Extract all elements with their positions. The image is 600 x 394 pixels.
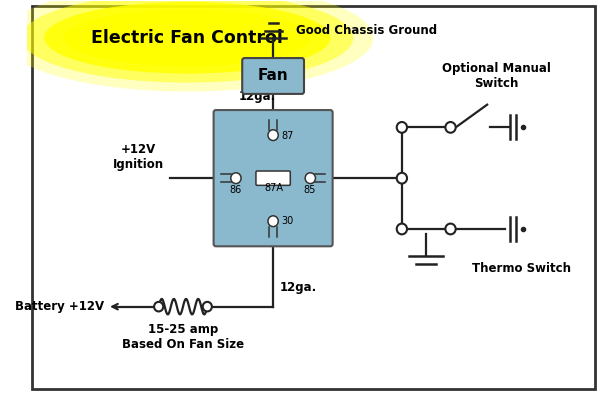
Text: 87: 87 xyxy=(281,131,293,141)
Circle shape xyxy=(203,302,212,311)
Text: 15-25 amp
Based On Fan Size: 15-25 amp Based On Fan Size xyxy=(122,323,244,351)
Ellipse shape xyxy=(22,0,353,83)
Text: 12ga.: 12ga. xyxy=(239,90,276,103)
Circle shape xyxy=(397,223,407,234)
Circle shape xyxy=(268,216,278,227)
Text: Electric Fan Control: Electric Fan Control xyxy=(91,29,283,47)
Circle shape xyxy=(445,223,455,234)
Ellipse shape xyxy=(1,0,373,91)
Circle shape xyxy=(268,130,278,141)
Text: Thermo Switch: Thermo Switch xyxy=(472,262,571,275)
Ellipse shape xyxy=(64,9,310,66)
Circle shape xyxy=(397,173,407,184)
Text: 30: 30 xyxy=(281,216,293,226)
Circle shape xyxy=(397,122,407,133)
Circle shape xyxy=(445,122,455,133)
Text: 86: 86 xyxy=(230,185,242,195)
Text: 87A: 87A xyxy=(265,183,284,193)
FancyBboxPatch shape xyxy=(214,110,332,246)
FancyBboxPatch shape xyxy=(256,171,290,185)
Circle shape xyxy=(154,302,163,311)
Circle shape xyxy=(231,173,241,184)
Text: +12V
Ignition: +12V Ignition xyxy=(113,143,164,171)
Text: 12ga.: 12ga. xyxy=(280,281,317,294)
Text: Good Chassis Ground: Good Chassis Ground xyxy=(296,24,437,37)
Text: Fan: Fan xyxy=(258,69,289,84)
Text: Optional Manual
Switch: Optional Manual Switch xyxy=(442,62,550,90)
FancyBboxPatch shape xyxy=(242,58,304,94)
Circle shape xyxy=(305,173,316,184)
Ellipse shape xyxy=(44,2,331,74)
Text: Battery +12V: Battery +12V xyxy=(15,300,104,313)
FancyBboxPatch shape xyxy=(32,6,595,388)
Text: 85: 85 xyxy=(303,185,316,195)
